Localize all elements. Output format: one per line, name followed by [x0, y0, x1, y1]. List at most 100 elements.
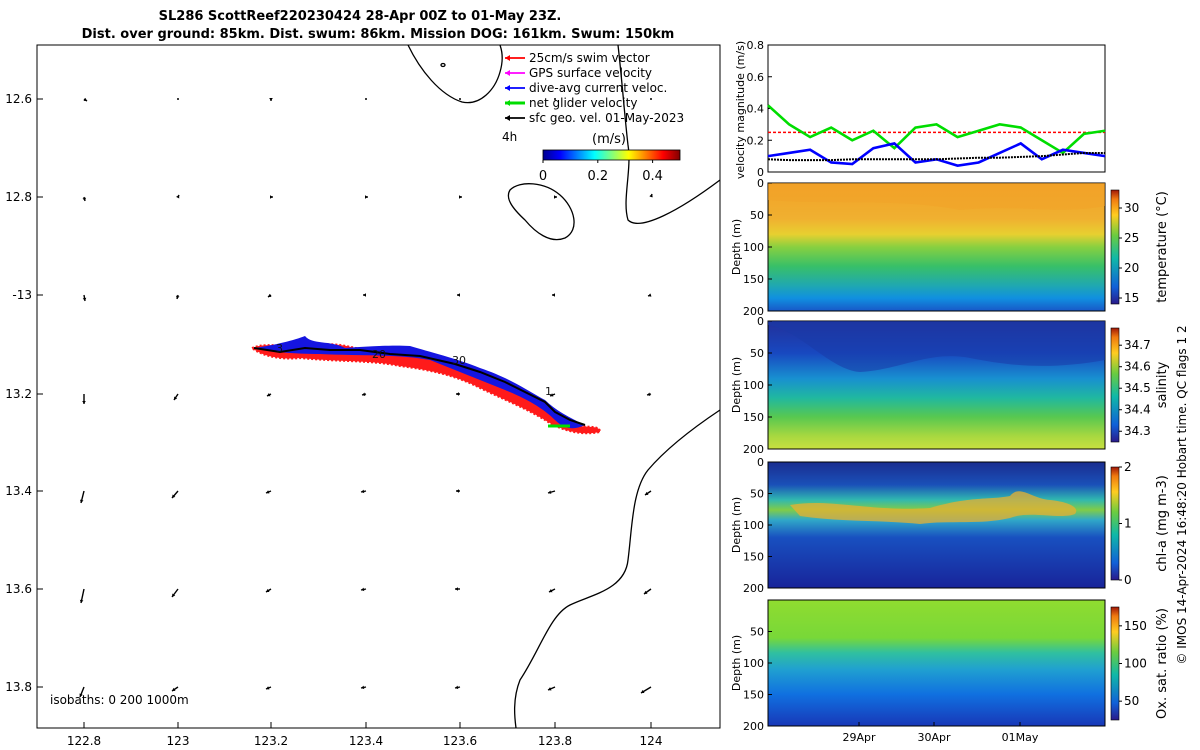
heatmap-colorbar-tick-label: 150 [1124, 619, 1147, 633]
coastline-island [507, 183, 575, 241]
depth-tick-label: 100 [743, 519, 764, 532]
track-label-30: 30 [452, 354, 466, 367]
current-arrow [647, 293, 652, 297]
current-arrow [454, 685, 461, 690]
current-arrow [459, 98, 461, 100]
map-x-tick-label: 122.8 [67, 734, 101, 748]
heatmap-colorbar-tick-label: 34.3 [1124, 424, 1151, 438]
velocity-y-ticks: 0 0.2 0.4 0.6 0.8 [747, 39, 772, 179]
heatmap-colorbar-tick-label: 34.5 [1124, 381, 1151, 395]
current-arrow [79, 588, 85, 604]
chlorophyll-colorbar [1110, 466, 1120, 581]
velocity-panel: 0 0.2 0.4 0.6 0.8 velocity magnitude (m/s) [734, 39, 1106, 179]
current-arrow [456, 392, 460, 396]
map-y-tick-label: 13.8 [5, 680, 32, 694]
temperature-warm-pocket [768, 183, 1105, 210]
velocity-y-tick-label: 0.6 [747, 71, 765, 84]
current-arrow [171, 490, 179, 499]
heatmap-colorbar-tick-label: 34.6 [1124, 360, 1151, 374]
velocity-y-tick-label: 0.2 [747, 134, 765, 147]
map-x-tick-label: 123.2 [254, 734, 288, 748]
current-arrow [171, 588, 179, 598]
heatmap-colorbar-label: salinity [1155, 361, 1170, 408]
track-label-1: 1 [545, 385, 552, 398]
legend-label: GPS surface velocity [529, 66, 652, 80]
temperature-colorbar [1110, 189, 1120, 305]
glider-track: 3 20 30 1 [250, 336, 602, 435]
depth-tick-label: 100 [743, 657, 764, 670]
depth-tick-label: 50 [750, 626, 764, 639]
colorbar-unit-label: (m/s) [592, 132, 626, 147]
coastline-south [513, 409, 721, 729]
current-arrow [459, 195, 462, 199]
map-y-tick-label: 12.8 [5, 190, 32, 204]
figure-title-line2: Dist. over ground: 85km. Dist. swum: 86k… [82, 27, 675, 42]
track-centerline [253, 346, 586, 426]
current-arrow [455, 587, 460, 591]
depth-tick-label: 100 [743, 379, 764, 392]
depth-tick-label: 200 [743, 720, 764, 733]
current-arrow [646, 392, 652, 397]
depth-tick-label: 50 [750, 347, 764, 360]
map-x-tick-label: 123.8 [538, 734, 572, 748]
current-arrow [554, 195, 557, 199]
current-arrow [363, 293, 366, 297]
map-y-tick-label: 13.6 [5, 582, 32, 596]
salinity-panel [767, 320, 1120, 450]
current-arrow [266, 393, 272, 397]
map-x-tick-label: 124 [640, 734, 663, 748]
heatmap-colorbar-tick-label: 2 [1124, 460, 1132, 474]
colorbar-tick-label: 0.2 [587, 169, 608, 184]
salinity-colorbar [1110, 327, 1120, 443]
velocity-axes-frame [767, 44, 1106, 173]
current-arrow [361, 392, 367, 397]
depth-tick-label: 150 [743, 551, 764, 564]
track-label-20: 20 [372, 348, 386, 361]
current-arrow [548, 588, 556, 593]
track-label-3: 3 [276, 342, 283, 355]
isobaths-label: isobaths: 0 200 1000m [50, 693, 189, 707]
heatmap-colorbar-label: Ox. sat. ratio (%) [1155, 608, 1170, 719]
heatmap-colorbar-tick-label: 15 [1124, 291, 1139, 305]
current-arrow [554, 98, 556, 100]
current-arrow [547, 686, 556, 691]
speed-colorbar [542, 149, 681, 161]
current-arrow [552, 293, 555, 297]
heatmap-colorbar-tick-label: 34.4 [1124, 403, 1151, 417]
map-panel: 122.8 123 123.2 123.4 123.6 123.8 124 12.6 12.8… [5, 44, 721, 748]
colorbar-tick-label: 0 [539, 169, 547, 184]
current-arrow [176, 194, 180, 199]
velocity-series-line [767, 104, 1106, 155]
map-x-tick-label: 123.4 [349, 734, 383, 748]
current-arrow [360, 587, 367, 592]
coastline-islet [440, 62, 446, 68]
depth-tick-label: 50 [750, 209, 764, 222]
credit-text: © IMOS 14-Apr-2024 16:48:20 Hobart time.… [1175, 325, 1189, 664]
current-arrow [456, 489, 460, 493]
current-arrow [549, 393, 556, 397]
depth-tick-label: 0 [757, 177, 764, 190]
time-tick-label: 01May [1002, 731, 1039, 744]
velocity-y-tick-label: 0 [757, 166, 764, 179]
map-y-tick-label: 12.6 [5, 92, 32, 106]
speed-colorbar-ticks: 0 0.2 0.4 [539, 160, 663, 184]
legend-label: 25cm/s swim vector [529, 51, 650, 65]
current-arrow [82, 196, 87, 202]
legend-label: dive-avg current veloc. [529, 81, 667, 95]
temperature-panel [767, 182, 1120, 312]
time-scale-label: 4h [502, 130, 517, 144]
current-arrow [650, 98, 652, 100]
current-arrow [83, 97, 88, 102]
depth-axis-label: Depth (m) [730, 357, 743, 413]
map-y-tick-label: 13.4 [5, 484, 32, 498]
heatmap-colorbar-tick-label: 34.7 [1124, 338, 1151, 352]
current-arrow [82, 394, 86, 404]
current-arrow [365, 98, 367, 100]
depth-tick-label: 150 [743, 411, 764, 424]
velocity-y-tick-label: 0.4 [747, 103, 765, 116]
depth-tick-label: 200 [743, 305, 764, 318]
heatmap-colorbar-tick-label: 20 [1124, 261, 1139, 275]
depth-tick-label: 0 [757, 315, 764, 328]
